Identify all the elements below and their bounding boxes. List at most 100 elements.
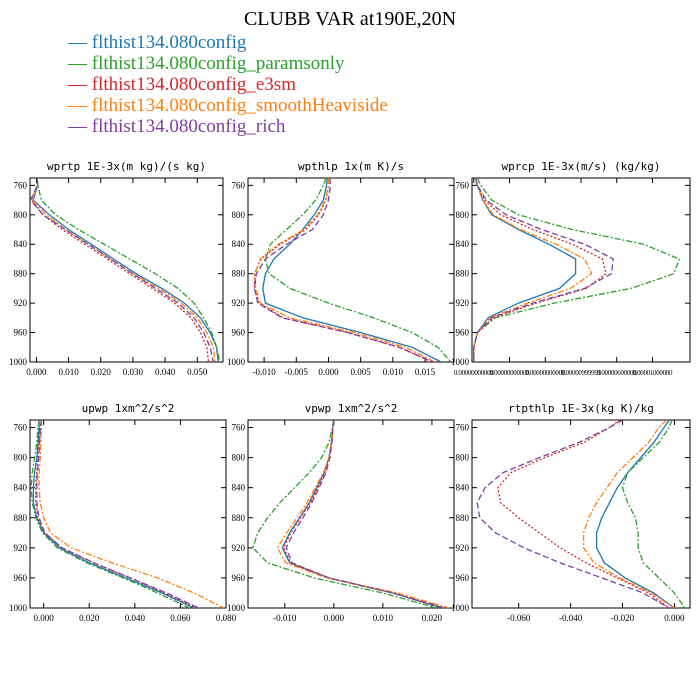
x-tick-label: 0.050 xyxy=(187,367,208,377)
panel-title: wprcp 1E-3x(m/s) (kg/kg) xyxy=(502,160,661,173)
legend-swatch: — xyxy=(68,116,92,137)
y-tick-label: 800 xyxy=(232,453,246,463)
legend-swatch: — xyxy=(68,53,92,74)
x-tick-label: 0.040 xyxy=(155,367,176,377)
x-tick-label: -0.010 xyxy=(252,367,276,377)
y-tick-label: 960 xyxy=(232,328,246,338)
legend-swatch: — xyxy=(68,95,92,116)
chart-panel-3: wprcp 1E-3x(m/s) (kg/kg) 760 800 840 880 920 9… xyxy=(451,160,691,377)
x-tick-label: 0.000 xyxy=(26,367,47,377)
series-line-1 xyxy=(473,178,577,362)
y-tick-label: 960 xyxy=(14,573,28,583)
series-line-5 xyxy=(253,178,434,362)
plot-frame xyxy=(471,419,691,609)
legend-label: flthist134.080config_e3sm xyxy=(91,74,296,95)
legend-label: flthist134.080config xyxy=(91,32,247,53)
series-line-4 xyxy=(276,420,450,608)
x-tick-label: 0.005 xyxy=(351,367,372,377)
series-line-3 xyxy=(35,420,197,608)
y-tick-label: 800 xyxy=(232,210,246,220)
y-tick-label: 1000 xyxy=(227,603,246,613)
y-tick-label: 960 xyxy=(456,573,470,583)
series-line-2 xyxy=(264,178,452,362)
series-line-2 xyxy=(30,420,190,608)
series-line-1 xyxy=(32,178,219,362)
legend-item-rich: — flthist134.080config_rich xyxy=(68,116,388,137)
x-tick-label: 0.000 xyxy=(34,613,55,623)
x-tick-label: 0.000 xyxy=(324,613,345,623)
x-tick-label: 0.015 xyxy=(415,367,436,377)
y-tick-label: 760 xyxy=(456,180,470,190)
plot-frame xyxy=(29,177,224,363)
y-tick-label: 920 xyxy=(456,543,470,553)
series-line-5 xyxy=(473,178,614,362)
x-tick-label: 0.00000000000 xyxy=(454,369,495,377)
series-line-1 xyxy=(281,420,442,608)
chart-panel-6: rtpthlp 1E-3x(kg K)/kg 760 800 840 880 920 960… xyxy=(451,402,691,623)
legend-label: flthist134.080config_smoothHeaviside xyxy=(91,95,388,116)
series-line-3 xyxy=(283,420,445,608)
x-tick-label: 0.00001000000 xyxy=(632,369,673,377)
y-tick-label: 840 xyxy=(14,239,28,249)
y-tick-label: 760 xyxy=(232,180,246,190)
y-tick-label: 800 xyxy=(14,453,28,463)
y-tick-label: 880 xyxy=(456,513,470,523)
x-tick-label: 0.010 xyxy=(373,613,394,623)
series-line-2 xyxy=(252,420,437,608)
y-tick-label: 880 xyxy=(232,269,246,279)
series-line-5 xyxy=(36,420,199,608)
series-line-2 xyxy=(621,420,686,608)
y-tick-label: 880 xyxy=(232,513,246,523)
x-tick-label: 0.00000000000 xyxy=(490,369,531,377)
legend-swatch: — xyxy=(68,32,92,53)
x-tick-label: 0.00000999999 xyxy=(561,369,602,377)
series-line-2 xyxy=(36,178,221,362)
series-line-1 xyxy=(32,420,195,608)
panel-title: upwp 1xm^2/s^2 xyxy=(82,402,175,415)
plot-frame xyxy=(29,419,227,609)
y-tick-label: 840 xyxy=(456,483,470,493)
y-tick-label: 960 xyxy=(232,573,246,583)
legend-item-config: — flthist134.080config xyxy=(68,32,388,53)
x-tick-label: 0.020 xyxy=(422,613,443,623)
y-tick-label: 1000 xyxy=(9,603,28,613)
y-tick-label: 800 xyxy=(14,210,28,220)
y-tick-label: 1000 xyxy=(9,357,28,367)
x-tick-label: -0.040 xyxy=(559,613,583,623)
y-tick-label: 760 xyxy=(14,180,28,190)
series-line-5 xyxy=(30,178,214,362)
chart-panel-1: wprtp 1E-3x(m kg)/(s kg) 760 800 840 880 920 9… xyxy=(9,160,224,377)
x-tick-label: -0.060 xyxy=(507,613,531,623)
legend-item-smoothheaviside: — flthist134.080config_smoothHeaviside xyxy=(68,95,388,116)
y-tick-label: 920 xyxy=(14,298,28,308)
series-line-3 xyxy=(473,178,607,362)
x-tick-label: 0.020 xyxy=(79,613,100,623)
series-line-3 xyxy=(253,178,432,362)
y-tick-label: 840 xyxy=(456,239,470,249)
chart-panel-5: vpwp 1xm^2/s^2 760 800 840 880 920 960 1000 -0.0… xyxy=(227,402,455,623)
x-tick-label: 0.080 xyxy=(216,613,237,623)
y-tick-label: 1000 xyxy=(227,357,246,367)
x-tick-label: -0.020 xyxy=(611,613,635,623)
legend-item-e3sm: — flthist134.080config_e3sm xyxy=(68,74,388,95)
plot-frame xyxy=(247,419,455,609)
series-line-3 xyxy=(30,178,210,362)
y-tick-label: 920 xyxy=(14,543,28,553)
x-tick-label: 0.060 xyxy=(170,613,191,623)
series-line-4 xyxy=(38,420,224,608)
plot-frame xyxy=(247,177,455,363)
panel-title: wpthlp 1x(m K)/s xyxy=(298,160,404,173)
series-line-1 xyxy=(262,178,442,362)
x-tick-label: 0.00000000000 xyxy=(525,369,566,377)
x-tick-label: 0.030 xyxy=(123,367,144,377)
legend-label: flthist134.080config_rich xyxy=(91,116,286,137)
panel-title: rtpthlp 1E-3x(kg K)/kg xyxy=(508,402,654,415)
series-line-4 xyxy=(582,420,675,608)
series-line-5 xyxy=(476,420,670,608)
figure-title: CLUBB VAR at190E,20N xyxy=(243,8,457,30)
x-tick-label: -0.005 xyxy=(285,367,309,377)
series-line-4 xyxy=(31,178,216,362)
panel-title: wprtp 1E-3x(m kg)/(s kg) xyxy=(47,160,206,173)
y-tick-label: 960 xyxy=(14,328,28,338)
